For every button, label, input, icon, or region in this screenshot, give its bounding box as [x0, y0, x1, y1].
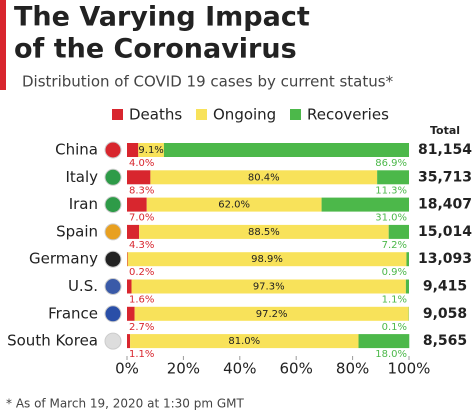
bar-segment — [138, 143, 164, 157]
flag-icon — [104, 332, 122, 350]
flag-icon — [104, 196, 122, 214]
bar-segment — [127, 197, 147, 212]
flag-icon — [104, 223, 122, 241]
total-label: 8,565 — [423, 333, 467, 349]
bar-segment — [388, 224, 409, 239]
bar-segment — [405, 279, 409, 294]
value-label: 1.6% — [129, 295, 154, 306]
chart-title: of the Coronavirus — [14, 34, 297, 65]
bar-segment — [150, 170, 378, 185]
bar-segment — [131, 279, 406, 294]
flag-icon — [104, 278, 122, 295]
value-label: 1.1% — [382, 295, 407, 306]
bar-segment — [127, 252, 407, 267]
bar-segment — [146, 197, 322, 212]
value-label: 86.9% — [375, 158, 407, 169]
bar-segment — [358, 334, 410, 349]
bar-segment — [139, 224, 389, 239]
legend-swatch — [196, 109, 207, 120]
footnote: * As of March 19, 2020 at 1:30 pm GMT — [6, 397, 245, 411]
value-label: 31.0% — [375, 213, 407, 224]
total-header: Total — [430, 124, 460, 137]
x-tick-label: 80% — [336, 360, 369, 378]
total-label: 81,154 — [418, 142, 472, 158]
chart-title: The Varying Impact — [14, 2, 310, 33]
category-label: South Korea — [7, 332, 98, 350]
bar-segment — [127, 279, 132, 294]
value-label: 62.0% — [218, 200, 250, 211]
total-label: 35,713 — [418, 169, 472, 185]
value-label: 0.1% — [382, 322, 407, 333]
accent-bar — [0, 0, 6, 90]
legend-label: Ongoing — [213, 106, 276, 124]
total-label: 9,415 — [423, 279, 467, 295]
value-label: 97.3% — [253, 282, 285, 293]
flag-icon — [104, 141, 122, 159]
legend-swatch — [112, 109, 123, 120]
category-label: U.S. — [68, 277, 98, 295]
legend-label: Recoveries — [307, 106, 389, 124]
value-label: 8.3% — [129, 185, 154, 196]
bar-segment — [127, 306, 135, 321]
value-label: 97.2% — [256, 309, 288, 320]
value-label: 88.5% — [248, 227, 280, 238]
bar-segment — [127, 334, 131, 349]
bar-segment — [127, 143, 139, 157]
category-label: Spain — [56, 222, 98, 240]
bar-segment — [321, 197, 409, 212]
legend-swatch — [290, 109, 301, 120]
total-label: 9,058 — [423, 306, 467, 322]
x-tick-label: 40% — [223, 360, 256, 378]
total-label: 15,014 — [418, 224, 472, 240]
flag-icon — [104, 305, 122, 323]
value-label: 7.2% — [382, 240, 407, 251]
value-label: 7.0% — [129, 213, 154, 224]
value-label: 98.9% — [251, 254, 283, 265]
value-label: 80.4% — [248, 172, 280, 183]
bar-segment — [406, 252, 409, 267]
value-label: 18.0% — [375, 349, 407, 360]
value-label: 0.2% — [129, 267, 154, 278]
value-label: 2.7% — [129, 322, 154, 333]
value-label: 11.3% — [375, 185, 407, 196]
x-tick-label: 0% — [115, 360, 139, 378]
flag-icon — [104, 250, 122, 268]
category-label: Italy — [65, 168, 98, 186]
bar-segment — [127, 224, 140, 239]
bar-segment — [163, 143, 409, 157]
bar-segment — [127, 252, 128, 267]
bar-segment — [130, 334, 359, 349]
x-tick-label: 20% — [167, 360, 200, 378]
flag-icon — [104, 168, 122, 186]
category-label: Iran — [69, 195, 98, 213]
category-label: Germany — [29, 250, 98, 268]
value-label: 4.0% — [129, 158, 154, 169]
value-label: 9.1% — [138, 145, 163, 156]
value-label: 4.3% — [129, 240, 154, 251]
total-label: 13,093 — [418, 251, 472, 267]
value-label: 1.1% — [129, 349, 154, 360]
bar-segment — [134, 306, 409, 321]
x-tick-label: 60% — [280, 360, 313, 378]
category-label: France — [48, 304, 98, 322]
legend-label: Deaths — [129, 106, 182, 124]
bar-segment — [127, 170, 151, 185]
category-label: China — [55, 141, 98, 159]
value-label: 81.0% — [228, 336, 260, 347]
value-label: 0.9% — [382, 267, 407, 278]
chart-subtitle: Distribution of COVID 19 cases by curren… — [22, 73, 394, 91]
x-tick-label: 100% — [388, 360, 431, 378]
bar-segment — [377, 170, 409, 185]
total-label: 18,407 — [418, 197, 472, 213]
